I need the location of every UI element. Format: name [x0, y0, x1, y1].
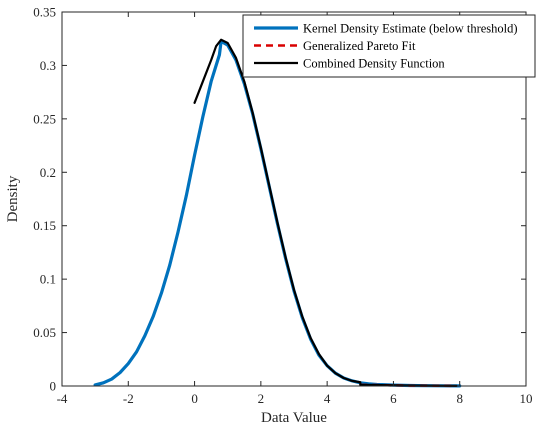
- legend: Kernel Density Estimate (below threshold…: [242, 14, 536, 78]
- y-tick-label: 0.2: [40, 165, 56, 180]
- legend-label-1: Kernel Density Estimate (below threshold…: [303, 21, 518, 35]
- x-tick-label: -2: [123, 391, 134, 406]
- x-tick-label: 4: [324, 391, 331, 406]
- y-tick-label: 0.25: [33, 111, 56, 126]
- y-tick-label: 0.05: [33, 325, 56, 340]
- legend-label-2: Generalized Pareto Fit: [303, 39, 416, 53]
- x-tick-label: 8: [456, 391, 463, 406]
- x-tick-label: 6: [390, 391, 397, 406]
- axes-frame: [61, 11, 527, 387]
- y-tick-label: 0.3: [40, 58, 56, 73]
- x-tick-label: 10: [520, 391, 533, 406]
- y-tick-label: 0.35: [33, 5, 56, 20]
- y-tick-label: 0.15: [33, 218, 56, 233]
- x-tick-label: 2: [258, 391, 265, 406]
- x-tick-label: 0: [191, 391, 198, 406]
- y-axis-label: Density: [5, 175, 21, 222]
- x-axis-label: Data Value: [261, 410, 327, 426]
- x-tick-label: -4: [57, 391, 68, 406]
- y-tick-label: 0: [50, 379, 57, 394]
- legend-label-3: Combined Density Function: [303, 56, 445, 70]
- y-tick-label: 0.1: [40, 272, 56, 287]
- series-line-3: [193, 38, 458, 387]
